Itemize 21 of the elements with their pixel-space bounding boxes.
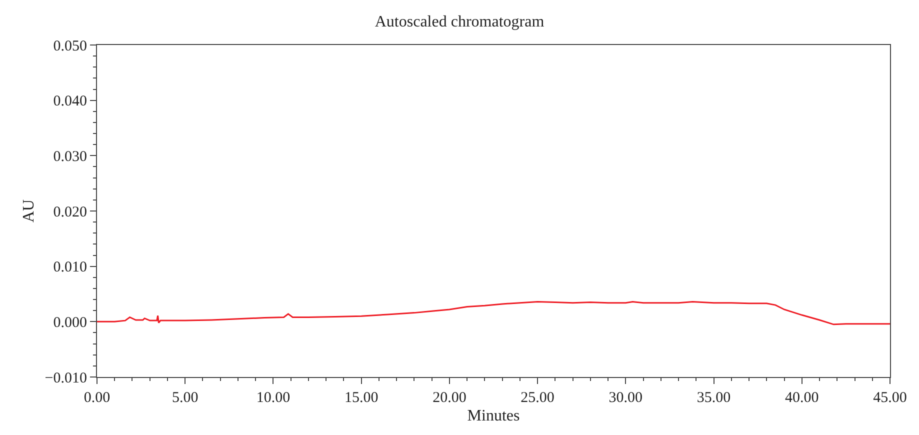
line-series: [97, 301, 890, 326]
x-tick-label: 0.00: [84, 390, 110, 406]
y-tick-label: 0.000: [53, 314, 87, 331]
y-tick-label: 0.010: [53, 260, 87, 276]
x-tick-label: 25.00: [520, 390, 554, 406]
x-tick-label: 35.00: [696, 390, 731, 406]
y-tick-label: 0.040: [53, 94, 87, 110]
x-tick-label: 40.00: [785, 390, 819, 406]
x-tick-label: 15.00: [344, 390, 378, 406]
y-tick-label: −0.010: [44, 370, 87, 386]
x-axis-title: Minutes: [467, 408, 520, 425]
chart-title: Autoscaled chromatogram: [374, 13, 545, 30]
y-tick-label: 0.020: [53, 204, 87, 220]
x-tick-label: 10.00: [256, 390, 290, 406]
x-tick-label: 5.00: [172, 390, 198, 406]
x-tick-label: 20.00: [432, 390, 466, 406]
x-tick-label: 30.00: [608, 390, 643, 406]
y-tick-label: 0.030: [53, 148, 87, 165]
x-tick-label: 45.00: [873, 390, 907, 406]
y-axis-title: AU: [20, 199, 38, 223]
y-tick-label: 0.050: [53, 38, 87, 54]
